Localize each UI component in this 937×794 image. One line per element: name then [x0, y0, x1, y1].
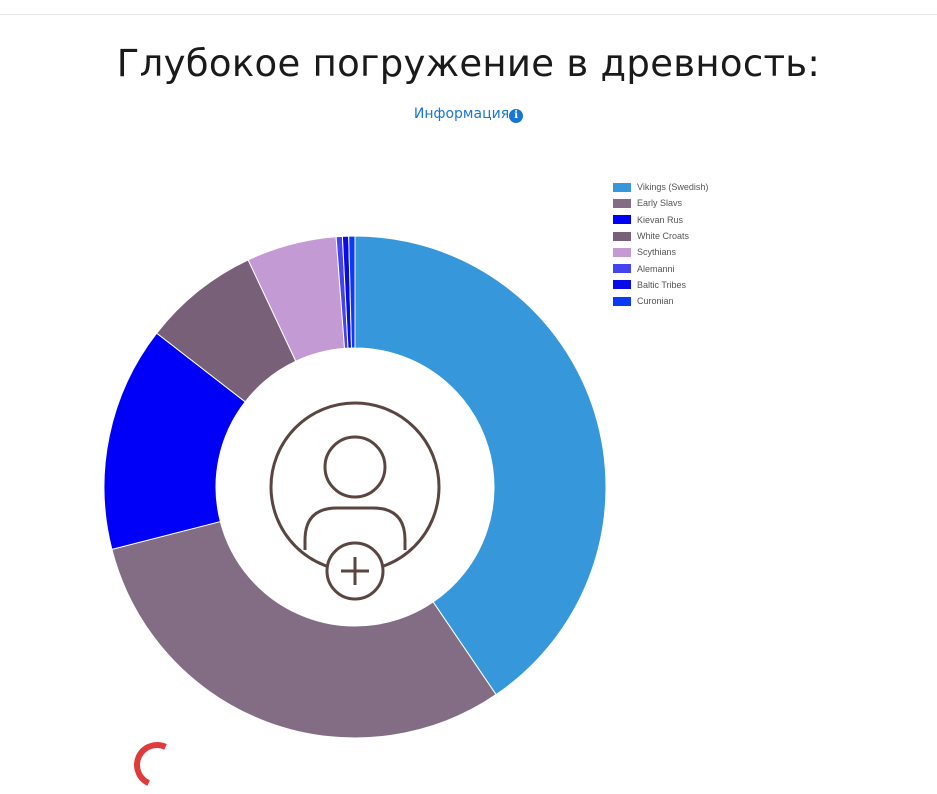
donut-slice-7[interactable] — [348, 235, 356, 349]
legend-swatch — [613, 198, 631, 208]
legend-label: Early Slavs — [637, 198, 683, 209]
legend-item-6[interactable]: Baltic Tribes — [613, 277, 708, 293]
legend-item-3[interactable]: White Croats — [613, 228, 708, 244]
legend-swatch — [613, 231, 631, 241]
info-link[interactable]: Информация i — [0, 106, 937, 123]
page-title: Глубокое погружение в древность: — [116, 42, 821, 85]
legend-label: Vikings (Swedish) — [637, 182, 709, 193]
legend-item-7[interactable]: Curonian — [613, 293, 708, 309]
legend-item-0[interactable]: Vikings (Swedish) — [613, 179, 708, 195]
legend-label: Baltic Tribes — [637, 279, 687, 290]
header-divider — [0, 14, 937, 15]
legend-item-2[interactable]: Kievan Rus — [613, 212, 708, 228]
add-user-icon-head — [323, 435, 387, 499]
legend-label: Scythians — [637, 247, 677, 258]
legend-label: White Croats — [637, 231, 690, 242]
info-icon[interactable]: i — [509, 109, 524, 123]
legend-swatch — [613, 215, 631, 225]
chart-legend: Vikings (Swedish) Early Slavs Kievan Rus Wh… — [613, 179, 708, 309]
donut-chart — [103, 235, 607, 739]
legend-label: Kievan Rus — [637, 214, 684, 225]
legend-swatch — [613, 296, 631, 306]
donut-slice-0[interactable] — [354, 235, 607, 696]
donut-slice-2[interactable] — [103, 332, 246, 551]
legend-item-1[interactable]: Early Slavs — [613, 195, 708, 211]
legend-swatch — [613, 247, 631, 257]
add-user-icon-body — [303, 506, 407, 550]
legend-swatch — [613, 280, 631, 290]
add-user-icon[interactable] — [269, 401, 441, 601]
legend-label: Alemanni — [637, 263, 675, 274]
legend-swatch — [613, 264, 631, 274]
info-link-label: Информация — [413, 106, 510, 122]
legend-item-5[interactable]: Alemanni — [613, 260, 708, 276]
donut-slice-1[interactable] — [111, 520, 497, 739]
chart-slices — [103, 235, 607, 739]
legend-swatch — [613, 182, 631, 192]
legend-label: Curonian — [637, 296, 674, 307]
legend-item-4[interactable]: Scythians — [613, 244, 708, 260]
